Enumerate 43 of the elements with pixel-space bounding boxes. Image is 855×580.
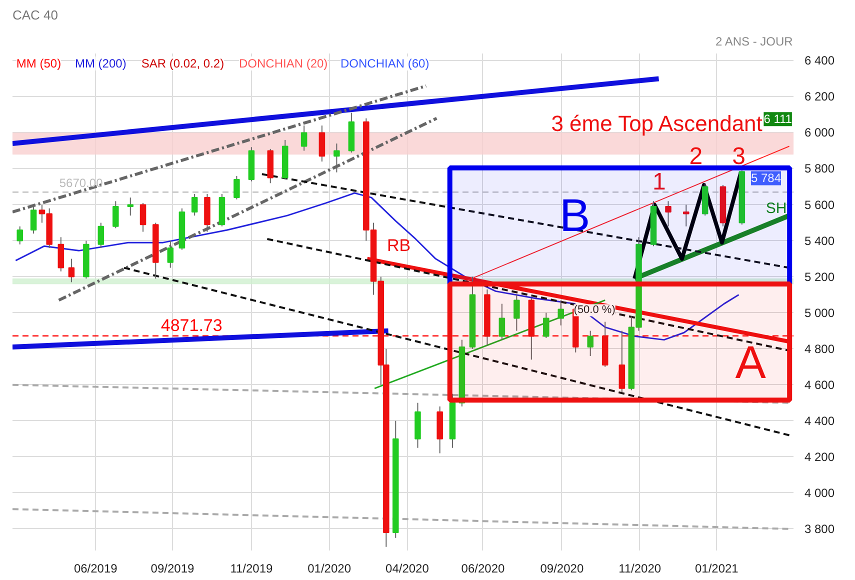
y-tick-label: 4 400 xyxy=(804,414,835,428)
annotation: 1 xyxy=(652,168,666,196)
annotation: RB xyxy=(386,236,411,255)
y-tick-label: 4 200 xyxy=(804,450,835,464)
y-tick-label: 4 800 xyxy=(804,342,835,356)
y-tick-label: 5 200 xyxy=(804,270,835,284)
ref-line-label: 5670.00 xyxy=(59,176,104,190)
y-tick-label: 5 000 xyxy=(804,306,835,320)
x-tick-label: 09/2020 xyxy=(540,562,584,576)
y-tick-label: 4 000 xyxy=(804,486,835,500)
annotation: 2 xyxy=(689,142,703,170)
y-tick-label: 6 200 xyxy=(804,90,835,104)
x-tick-label: 01/2021 xyxy=(694,562,739,576)
text: 2 ANS - JOUR xyxy=(715,34,794,48)
y-tick-label: 3 800 xyxy=(804,522,835,536)
annotation: 3 xyxy=(732,142,746,170)
y-tick-label: 5 800 xyxy=(804,162,835,176)
y-tick-label: 6 400 xyxy=(804,54,835,68)
x-tick-label: 09/2019 xyxy=(150,562,195,576)
y-tick-label: 4 600 xyxy=(804,378,835,392)
annotation: (50.0 %) xyxy=(574,304,616,316)
ref-line-label: 4871.73 xyxy=(160,316,222,335)
y-tick-label: 5 600 xyxy=(804,198,835,212)
y-tick-label: 6 000 xyxy=(804,126,835,140)
text: MM (200) xyxy=(74,56,126,70)
annotation: 6 111 xyxy=(764,112,792,126)
x-tick-label: 06/2019 xyxy=(74,562,118,576)
annotation: 3 éme Top Ascendant xyxy=(551,111,762,136)
annotation: SH xyxy=(766,200,787,218)
x-tick-label: 11/2019 xyxy=(230,562,273,576)
x-tick-label: 11/2020 xyxy=(618,562,662,576)
x-tick-label: 04/2020 xyxy=(386,562,430,576)
x-tick-label: 01/2020 xyxy=(308,562,352,576)
annotation: 5 784 xyxy=(750,171,782,186)
y-tick-label: 5 400 xyxy=(804,234,835,248)
annotation: DONCHIAN (60) xyxy=(340,56,430,70)
band-label: A xyxy=(735,336,766,388)
chart-title: CAC 40 xyxy=(12,8,58,22)
annotation: SAR (0.02, 0.2) xyxy=(141,56,224,70)
x-tick-label: 06/2020 xyxy=(461,562,506,576)
band-label: B xyxy=(559,189,590,242)
annotation: MM (50) xyxy=(16,56,62,70)
annotation: DONCHIAN (20) xyxy=(238,56,328,70)
